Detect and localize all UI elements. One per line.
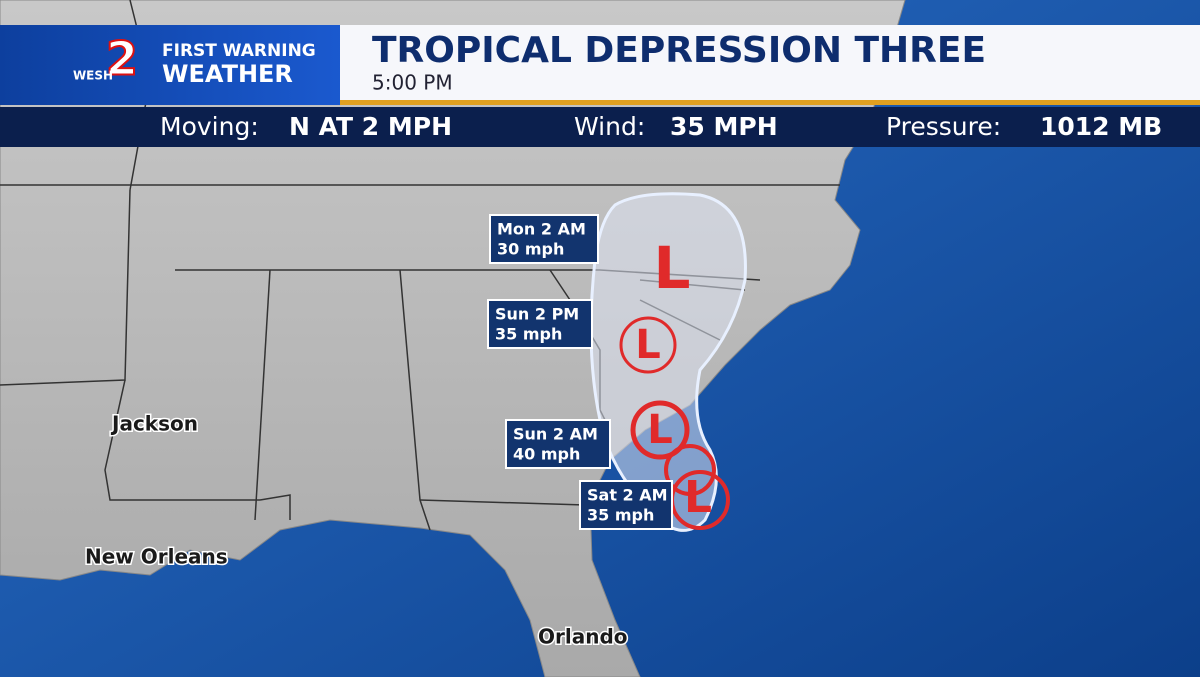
forecast-time: Sun 2 PM: [495, 305, 579, 324]
stat-value: 1012 MB: [1040, 112, 1162, 141]
label-box: [487, 299, 593, 349]
city-label: New Orleans: [85, 545, 228, 569]
logo-brand-bottom: WEATHER: [162, 60, 293, 88]
forecast-time: Sat 2 AM: [587, 486, 668, 505]
low-symbol: L: [635, 322, 661, 368]
stat-label: Moving:: [160, 112, 259, 141]
low-symbol: L: [684, 472, 712, 523]
land: [0, 0, 906, 678]
stat-value: 35 MPH: [670, 112, 778, 141]
stat-value: N AT 2 MPH: [289, 112, 452, 141]
title-accent: [340, 100, 1200, 105]
symbol-ring: [630, 400, 690, 460]
city-label: Orlando: [538, 625, 628, 649]
low-symbol: L: [647, 407, 673, 453]
forecast-wind: 35 mph: [587, 506, 654, 525]
city-label: Jackson: [110, 412, 198, 436]
logo-brand-top: FIRST WARNING: [162, 41, 316, 61]
symbol-ring: [664, 444, 716, 496]
forecast-labels: Mon 2 AM 30 mph Sun 2 PM 35 mph Sun 2 AM…: [487, 214, 673, 530]
low-symbol: L: [654, 234, 691, 302]
stat-label: Wind:: [574, 112, 645, 141]
label-box: [505, 419, 611, 469]
stats-bar: [0, 107, 1200, 147]
header: 2 WESH FIRST WARNING WEATHER TROPICAL DE…: [0, 25, 1200, 147]
label-box: [579, 480, 673, 530]
title-panel: [340, 25, 1200, 105]
forecast-time: Mon 2 AM: [497, 220, 586, 239]
forecast-time: Sun 2 AM: [513, 425, 598, 444]
forecast-wind: 35 mph: [495, 325, 562, 344]
stat-label: Pressure:: [886, 112, 1001, 141]
logo-panel: [0, 25, 350, 105]
time: 5:00 PM: [372, 71, 453, 95]
symbol-ring: [619, 316, 677, 374]
logo-station: WESH: [73, 69, 113, 83]
forecast-wind: 40 mph: [513, 445, 580, 464]
label-box: [489, 214, 599, 264]
forecast-wind: 30 mph: [497, 240, 564, 259]
forecast-markers: L L L L: [619, 234, 730, 530]
state-lines: [0, 0, 840, 531]
title: TROPICAL DEPRESSION THREE: [372, 30, 986, 71]
logo-channel: 2: [106, 32, 138, 86]
